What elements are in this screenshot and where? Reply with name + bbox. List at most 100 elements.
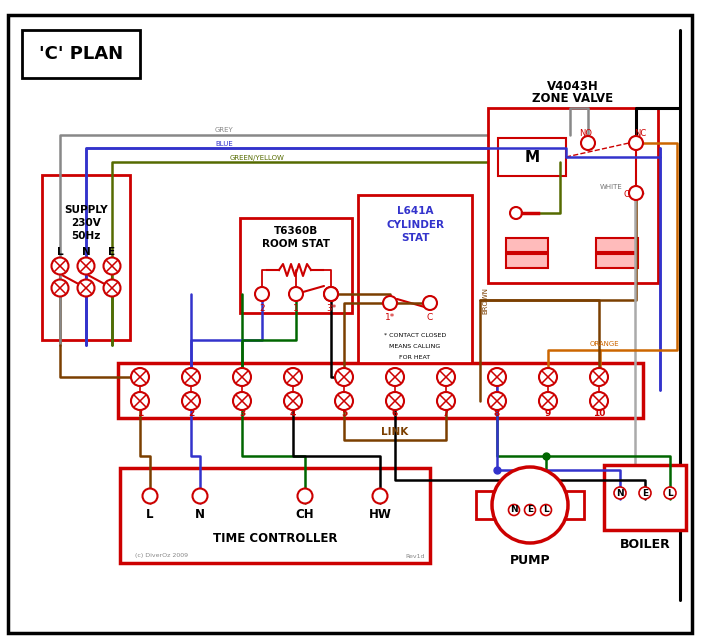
Text: N: N	[81, 247, 91, 257]
Text: 9: 9	[545, 408, 551, 417]
Circle shape	[590, 368, 608, 386]
Text: 8: 8	[494, 408, 500, 417]
Circle shape	[284, 392, 302, 410]
Circle shape	[437, 392, 455, 410]
Circle shape	[539, 368, 557, 386]
Circle shape	[131, 368, 149, 386]
Circle shape	[629, 186, 643, 200]
Text: BOILER: BOILER	[620, 538, 670, 551]
Text: N: N	[195, 508, 205, 520]
Text: L: L	[667, 488, 673, 497]
Text: ROOM STAT: ROOM STAT	[262, 239, 330, 249]
Circle shape	[255, 287, 269, 301]
Text: Rev1d: Rev1d	[406, 553, 425, 558]
Text: LINK: LINK	[381, 427, 409, 437]
Text: SUPPLY: SUPPLY	[64, 205, 108, 215]
Circle shape	[131, 392, 149, 410]
Bar	[476, 491, 496, 519]
Text: 4: 4	[290, 408, 296, 417]
Text: 3: 3	[239, 408, 245, 417]
Text: 'C' PLAN: 'C' PLAN	[39, 45, 123, 63]
Circle shape	[492, 467, 568, 543]
Circle shape	[289, 287, 303, 301]
Circle shape	[510, 207, 522, 219]
Bar	[120, 468, 430, 563]
Bar	[42, 175, 130, 340]
Circle shape	[373, 488, 388, 503]
Text: T6360B: T6360B	[274, 226, 318, 236]
Text: HW: HW	[369, 508, 392, 520]
Circle shape	[629, 136, 643, 150]
Circle shape	[182, 392, 200, 410]
Text: M: M	[524, 149, 540, 165]
Circle shape	[383, 296, 397, 310]
Circle shape	[233, 392, 251, 410]
Circle shape	[284, 368, 302, 386]
Text: 10: 10	[592, 408, 605, 417]
Circle shape	[103, 279, 121, 297]
Text: L641A: L641A	[397, 206, 433, 216]
Circle shape	[541, 504, 552, 515]
Text: 50Hz: 50Hz	[72, 231, 100, 241]
Text: NO: NO	[579, 128, 592, 138]
Circle shape	[324, 287, 338, 301]
Circle shape	[324, 287, 338, 301]
Circle shape	[590, 392, 608, 410]
Circle shape	[192, 488, 208, 503]
Text: ORANGE: ORANGE	[590, 341, 620, 347]
Circle shape	[77, 258, 95, 274]
Text: V4043H: V4043H	[547, 79, 599, 92]
Text: 6: 6	[392, 408, 398, 417]
Circle shape	[508, 504, 519, 515]
Text: NC: NC	[634, 128, 646, 138]
Text: 2: 2	[188, 408, 194, 417]
Text: 1*: 1*	[385, 313, 395, 322]
Text: 7: 7	[443, 408, 449, 417]
Bar	[506, 254, 548, 268]
Circle shape	[581, 136, 595, 150]
Circle shape	[103, 258, 121, 274]
Circle shape	[437, 368, 455, 386]
Text: L: L	[146, 508, 154, 520]
Text: * CONTACT CLOSED: * CONTACT CLOSED	[384, 333, 446, 338]
Circle shape	[233, 368, 251, 386]
Text: 1: 1	[293, 303, 299, 313]
Text: N: N	[510, 506, 518, 515]
Circle shape	[488, 392, 506, 410]
Circle shape	[182, 368, 200, 386]
Bar	[358, 195, 472, 363]
Circle shape	[423, 296, 437, 310]
Circle shape	[335, 368, 353, 386]
Text: (c) DiverOz 2009: (c) DiverOz 2009	[135, 553, 188, 558]
Circle shape	[386, 368, 404, 386]
Bar	[596, 254, 638, 268]
Text: TIME CONTROLLER: TIME CONTROLLER	[213, 531, 337, 544]
Text: E: E	[527, 506, 533, 515]
Circle shape	[51, 258, 69, 274]
Text: L: L	[57, 247, 63, 257]
Bar	[498, 138, 566, 176]
Text: 5: 5	[341, 408, 347, 417]
Bar	[22, 30, 140, 78]
Text: PUMP: PUMP	[510, 553, 550, 567]
Circle shape	[539, 392, 557, 410]
Circle shape	[524, 504, 536, 515]
Text: N: N	[616, 488, 624, 497]
Circle shape	[488, 368, 506, 386]
Bar	[118, 363, 643, 418]
Bar	[506, 238, 548, 252]
Text: 2: 2	[259, 303, 265, 313]
Bar	[596, 238, 638, 252]
Circle shape	[664, 487, 676, 499]
Text: L: L	[543, 506, 549, 515]
Text: E: E	[642, 488, 648, 497]
Bar	[564, 491, 584, 519]
Text: 1: 1	[137, 408, 143, 417]
Text: WHITE: WHITE	[600, 184, 623, 190]
Text: GREEN/YELLOW: GREEN/YELLOW	[230, 155, 285, 161]
Circle shape	[77, 279, 95, 297]
Bar	[604, 465, 686, 530]
Circle shape	[143, 488, 157, 503]
Circle shape	[51, 279, 69, 297]
Text: ZONE VALVE: ZONE VALVE	[532, 92, 614, 104]
